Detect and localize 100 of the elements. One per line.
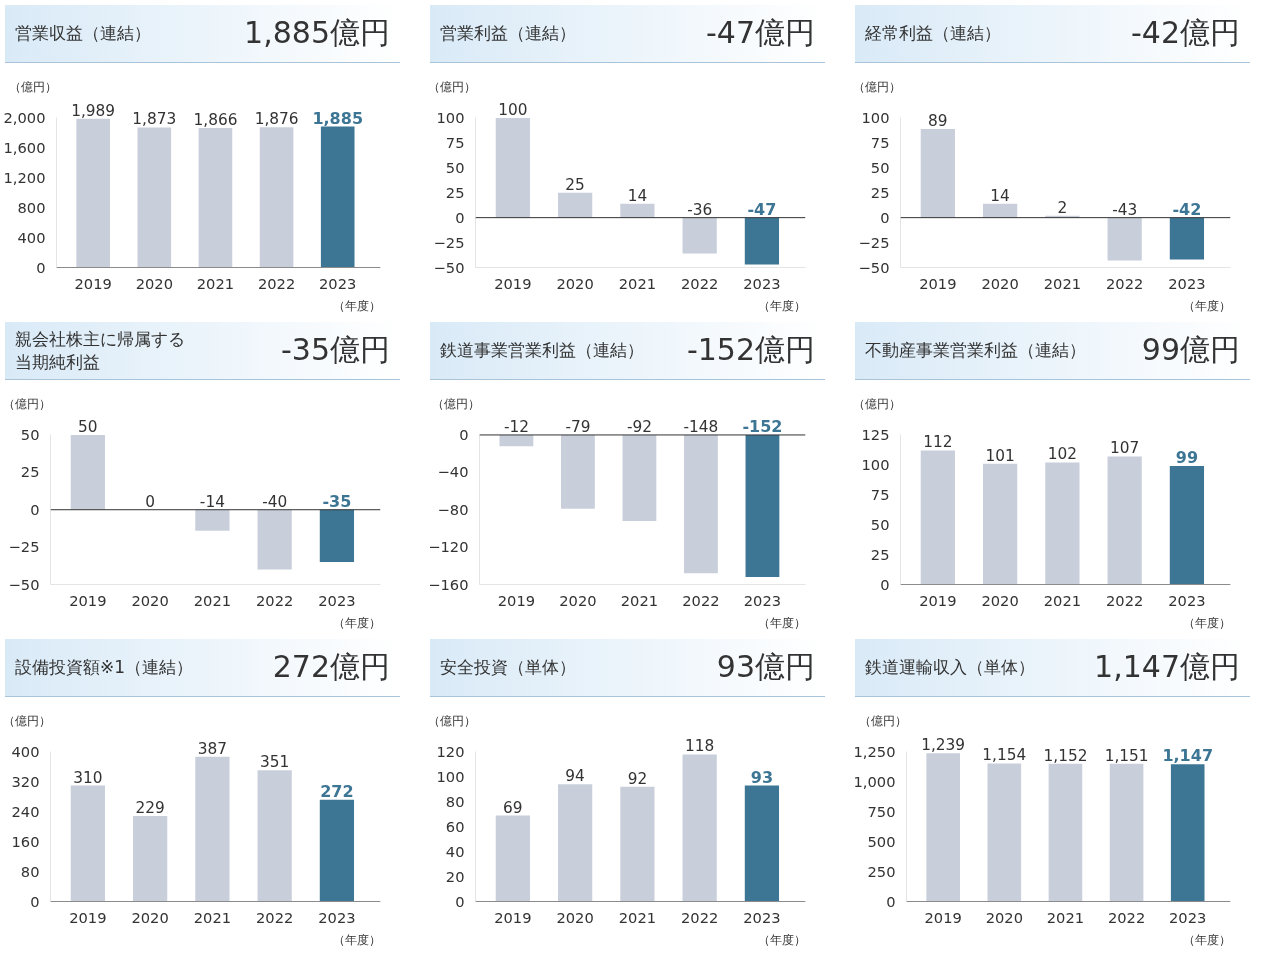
x-tick-label: 2022 — [682, 591, 720, 609]
x-tick-label: 2023 — [1168, 591, 1206, 609]
x-tick-label: 2021 — [1046, 908, 1085, 926]
y-tick-label: 0 — [36, 258, 46, 276]
x-tick-label: 2023 — [743, 908, 781, 926]
x-tick-label: 2021 — [1043, 274, 1082, 292]
x-axis-title: （年度） — [1182, 615, 1231, 630]
data-label: 92 — [627, 769, 648, 788]
y-tick-label: 500 — [867, 832, 896, 850]
y-tick-label: 1,250 — [853, 742, 896, 760]
y-tick-label: 0 — [886, 892, 896, 910]
x-tick-label: 2020 — [981, 591, 1019, 609]
x-tick-label: 2020 — [131, 591, 169, 609]
x-tick-label: 2023 — [318, 908, 356, 926]
y-tick-label: −160 — [428, 575, 469, 593]
y-tick-label: 75 — [445, 133, 465, 151]
x-tick-label: 2022 — [681, 908, 719, 926]
x-tick-label: 2019 — [494, 908, 532, 926]
data-label: 107 — [1110, 439, 1140, 458]
data-label: 310 — [73, 768, 103, 787]
data-label: 1,152 — [1043, 746, 1088, 765]
x-tick-label: 2022 — [1107, 908, 1146, 926]
x-tick-label: 2023 — [743, 274, 781, 292]
chart-title: 経常利益（連結） — [865, 22, 1001, 45]
data-label: 100 — [498, 100, 528, 119]
y-tick-label: 0 — [880, 575, 890, 593]
y-tick-label: −25 — [433, 233, 465, 251]
data-label: -40 — [262, 492, 288, 511]
data-label: 1,239 — [921, 736, 966, 755]
data-label: 1,151 — [1104, 746, 1149, 765]
x-axis-title: （年度） — [757, 615, 806, 630]
y-tick-label: 75 — [870, 133, 890, 151]
data-label: -47 — [747, 199, 777, 219]
y-tick-label: 400 — [17, 228, 46, 246]
y-axis-title: （億円） — [2, 713, 51, 728]
y-axis-title: （億円） — [427, 79, 476, 94]
y-tick-label: −80 — [437, 500, 469, 518]
y-tick-label: 25 — [20, 463, 40, 481]
y-tick-label: −25 — [8, 538, 40, 556]
y-tick-label: 1,000 — [853, 772, 896, 790]
x-tick-label: 2019 — [919, 591, 957, 609]
x-axis-title: （年度） — [332, 615, 381, 630]
chart-title: 設備投資額※1（連結） — [15, 656, 194, 679]
x-tick-label: 2020 — [559, 591, 597, 609]
data-label: 94 — [565, 767, 585, 786]
data-label: -36 — [687, 200, 713, 219]
y-tick-label: 25 — [445, 183, 465, 201]
data-label: 229 — [135, 798, 165, 817]
data-label: 89 — [928, 111, 948, 130]
data-label: 387 — [197, 739, 228, 758]
y-tick-label: 0 — [455, 892, 465, 910]
y-tick-label: 20 — [445, 867, 465, 885]
x-axis-title: （年度） — [757, 932, 806, 947]
y-tick-label: 320 — [11, 772, 40, 790]
chart-title: 営業利益（連結） — [440, 22, 576, 45]
x-tick-label: 2021 — [620, 591, 659, 609]
y-tick-label: 50 — [870, 158, 890, 176]
x-tick-label: 2022 — [257, 274, 296, 292]
y-axis-title: （億円） — [431, 396, 480, 411]
data-label: 93 — [750, 767, 774, 787]
data-label: -14 — [199, 492, 225, 511]
x-tick-label: 2019 — [919, 274, 957, 292]
x-tick-label: 2021 — [196, 274, 235, 292]
data-label: -148 — [683, 417, 719, 436]
y-tick-label: 400 — [11, 742, 40, 760]
x-tick-label: 2020 — [985, 908, 1023, 926]
y-tick-label: 80 — [20, 862, 40, 880]
data-label: 351 — [260, 753, 290, 772]
data-label: -92 — [626, 417, 652, 436]
x-tick-label: 2023 — [1168, 274, 1206, 292]
y-axis-title: （億円） — [852, 79, 901, 94]
y-tick-label: 25 — [870, 183, 890, 201]
x-tick-label: 2020 — [981, 274, 1019, 292]
data-label: 99 — [1175, 448, 1199, 468]
data-label: 1,876 — [254, 110, 299, 129]
data-label: 14 — [627, 186, 648, 205]
y-tick-label: 60 — [445, 817, 465, 835]
data-label: 50 — [78, 417, 98, 436]
chart-title: 不動産事業営業利益（連結） — [865, 339, 1086, 362]
y-tick-label: 80 — [445, 792, 465, 810]
data-label: 69 — [503, 798, 523, 817]
x-tick-label: 2020 — [556, 274, 594, 292]
x-axis-title: （年度） — [757, 298, 806, 313]
y-tick-label: 100 — [436, 108, 465, 126]
data-label: 25 — [565, 175, 585, 194]
x-tick-label: 2020 — [131, 908, 169, 926]
data-label: 1,154 — [982, 746, 1027, 765]
y-tick-label: −50 — [433, 258, 465, 276]
y-tick-label: 250 — [867, 862, 896, 880]
y-axis-title: （億円） — [852, 396, 901, 411]
x-tick-label: 2022 — [256, 591, 294, 609]
chart-subtitle: -47億円 — [706, 14, 815, 53]
y-tick-label: 2,000 — [3, 108, 46, 126]
data-label: 1,885 — [312, 108, 364, 128]
y-tick-label: −50 — [8, 575, 40, 593]
data-label: 0 — [145, 492, 156, 511]
chart-title: 安全投資（単体） — [440, 656, 576, 679]
data-label: -12 — [503, 417, 529, 436]
data-label: -42 — [1172, 199, 1202, 219]
x-tick-label: 2021 — [618, 908, 657, 926]
